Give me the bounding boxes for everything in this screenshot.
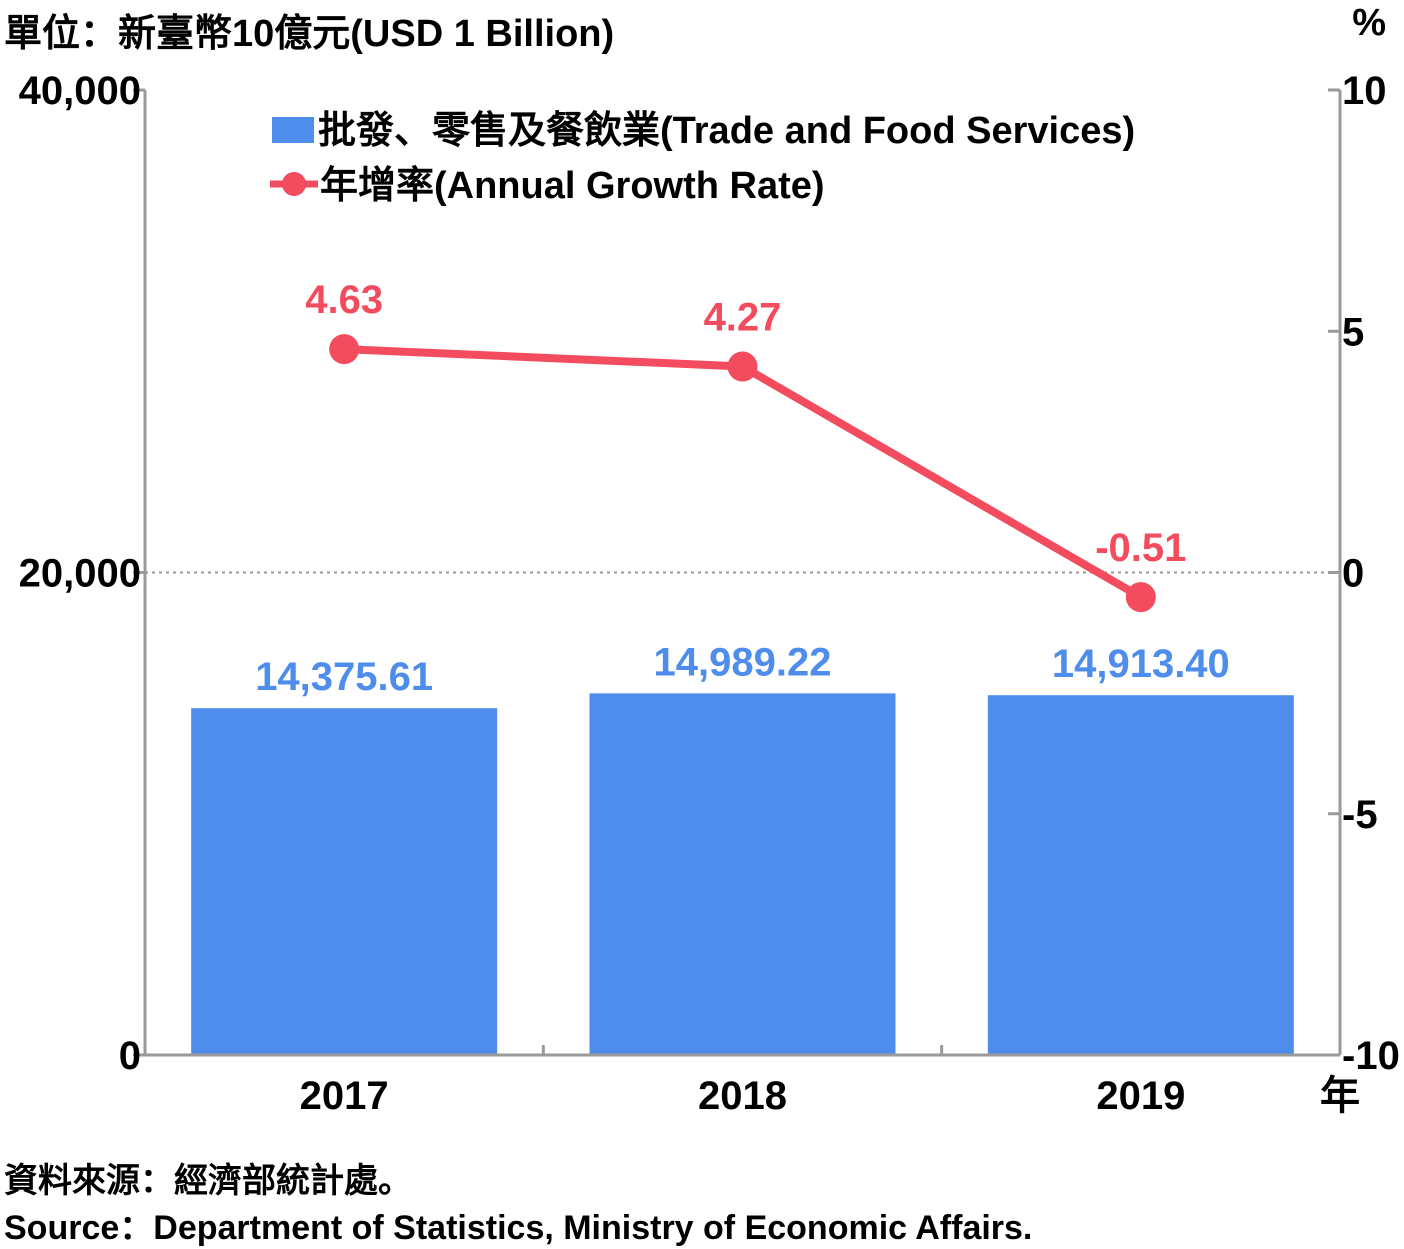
left-axis-unit-label: 單位：新臺幣10億元(USD 1 Billion): [4, 13, 615, 55]
growth-point-2018: [727, 351, 758, 382]
bar-value-label-2018: 14,989.22: [654, 640, 832, 684]
bar-value-label-2019: 14,913.40: [1052, 642, 1230, 686]
right-tick-label: -5: [1342, 793, 1378, 837]
source-note-english: Source：Department of Statistics, Ministr…: [4, 1209, 1033, 1247]
bar-2018: [589, 693, 896, 1055]
legend-swatch-bar: [272, 117, 314, 143]
legend: 批發、零售及餐飲業(Trade and Food Services) 年增率(An…: [270, 110, 1135, 207]
growth-point-2017: [329, 334, 360, 365]
x-tick-label-2017: 2017: [300, 1074, 389, 1118]
right-tick-label: -10: [1342, 1034, 1400, 1078]
bar-2019: [987, 695, 1294, 1055]
legend-label-line: 年增率(Annual Growth Rate): [320, 165, 825, 207]
source-note-chinese: 資料來源：經濟部統計處。: [4, 1162, 412, 1200]
axes-layer: 0 20,000 40,000 -10 -5 0 5 10 2017 2018 2019 年: [19, 69, 1400, 1118]
left-tick-label: 40,000: [19, 69, 141, 113]
x-axis-unit-label: 年: [1320, 1074, 1360, 1118]
x-tick-label-2019: 2019: [1096, 1074, 1185, 1118]
left-tick-label: 0: [119, 1034, 141, 1078]
right-axis-unit-label: %: [1352, 2, 1386, 44]
bar-2017: [191, 708, 498, 1055]
legend-swatch-marker: [282, 172, 306, 196]
growth-line-layer: [329, 334, 1156, 613]
bars-layer: [191, 693, 1294, 1055]
left-tick-label: 20,000: [19, 552, 141, 596]
right-tick-label: 5: [1342, 310, 1364, 354]
growth-rate-line: [343, 345, 1143, 601]
growth-value-label-2019: -0.51: [1095, 526, 1186, 570]
right-tick-label: 10: [1342, 69, 1387, 113]
x-tick-label-2018: 2018: [698, 1074, 787, 1118]
bar-value-label-2017: 14,375.61: [255, 655, 433, 699]
legend-label-bar: 批發、零售及餐飲業(Trade and Food Services): [318, 110, 1135, 152]
growth-point-2019: [1125, 582, 1156, 613]
growth-value-label-2018: 4.27: [704, 295, 782, 339]
growth-value-label-2017: 4.63: [305, 278, 383, 322]
right-tick-label: 0: [1342, 552, 1364, 596]
labels-layer: 14,375.61 14,989.22 14,913.40 4.63 4.27 -0.51: [255, 278, 1230, 699]
